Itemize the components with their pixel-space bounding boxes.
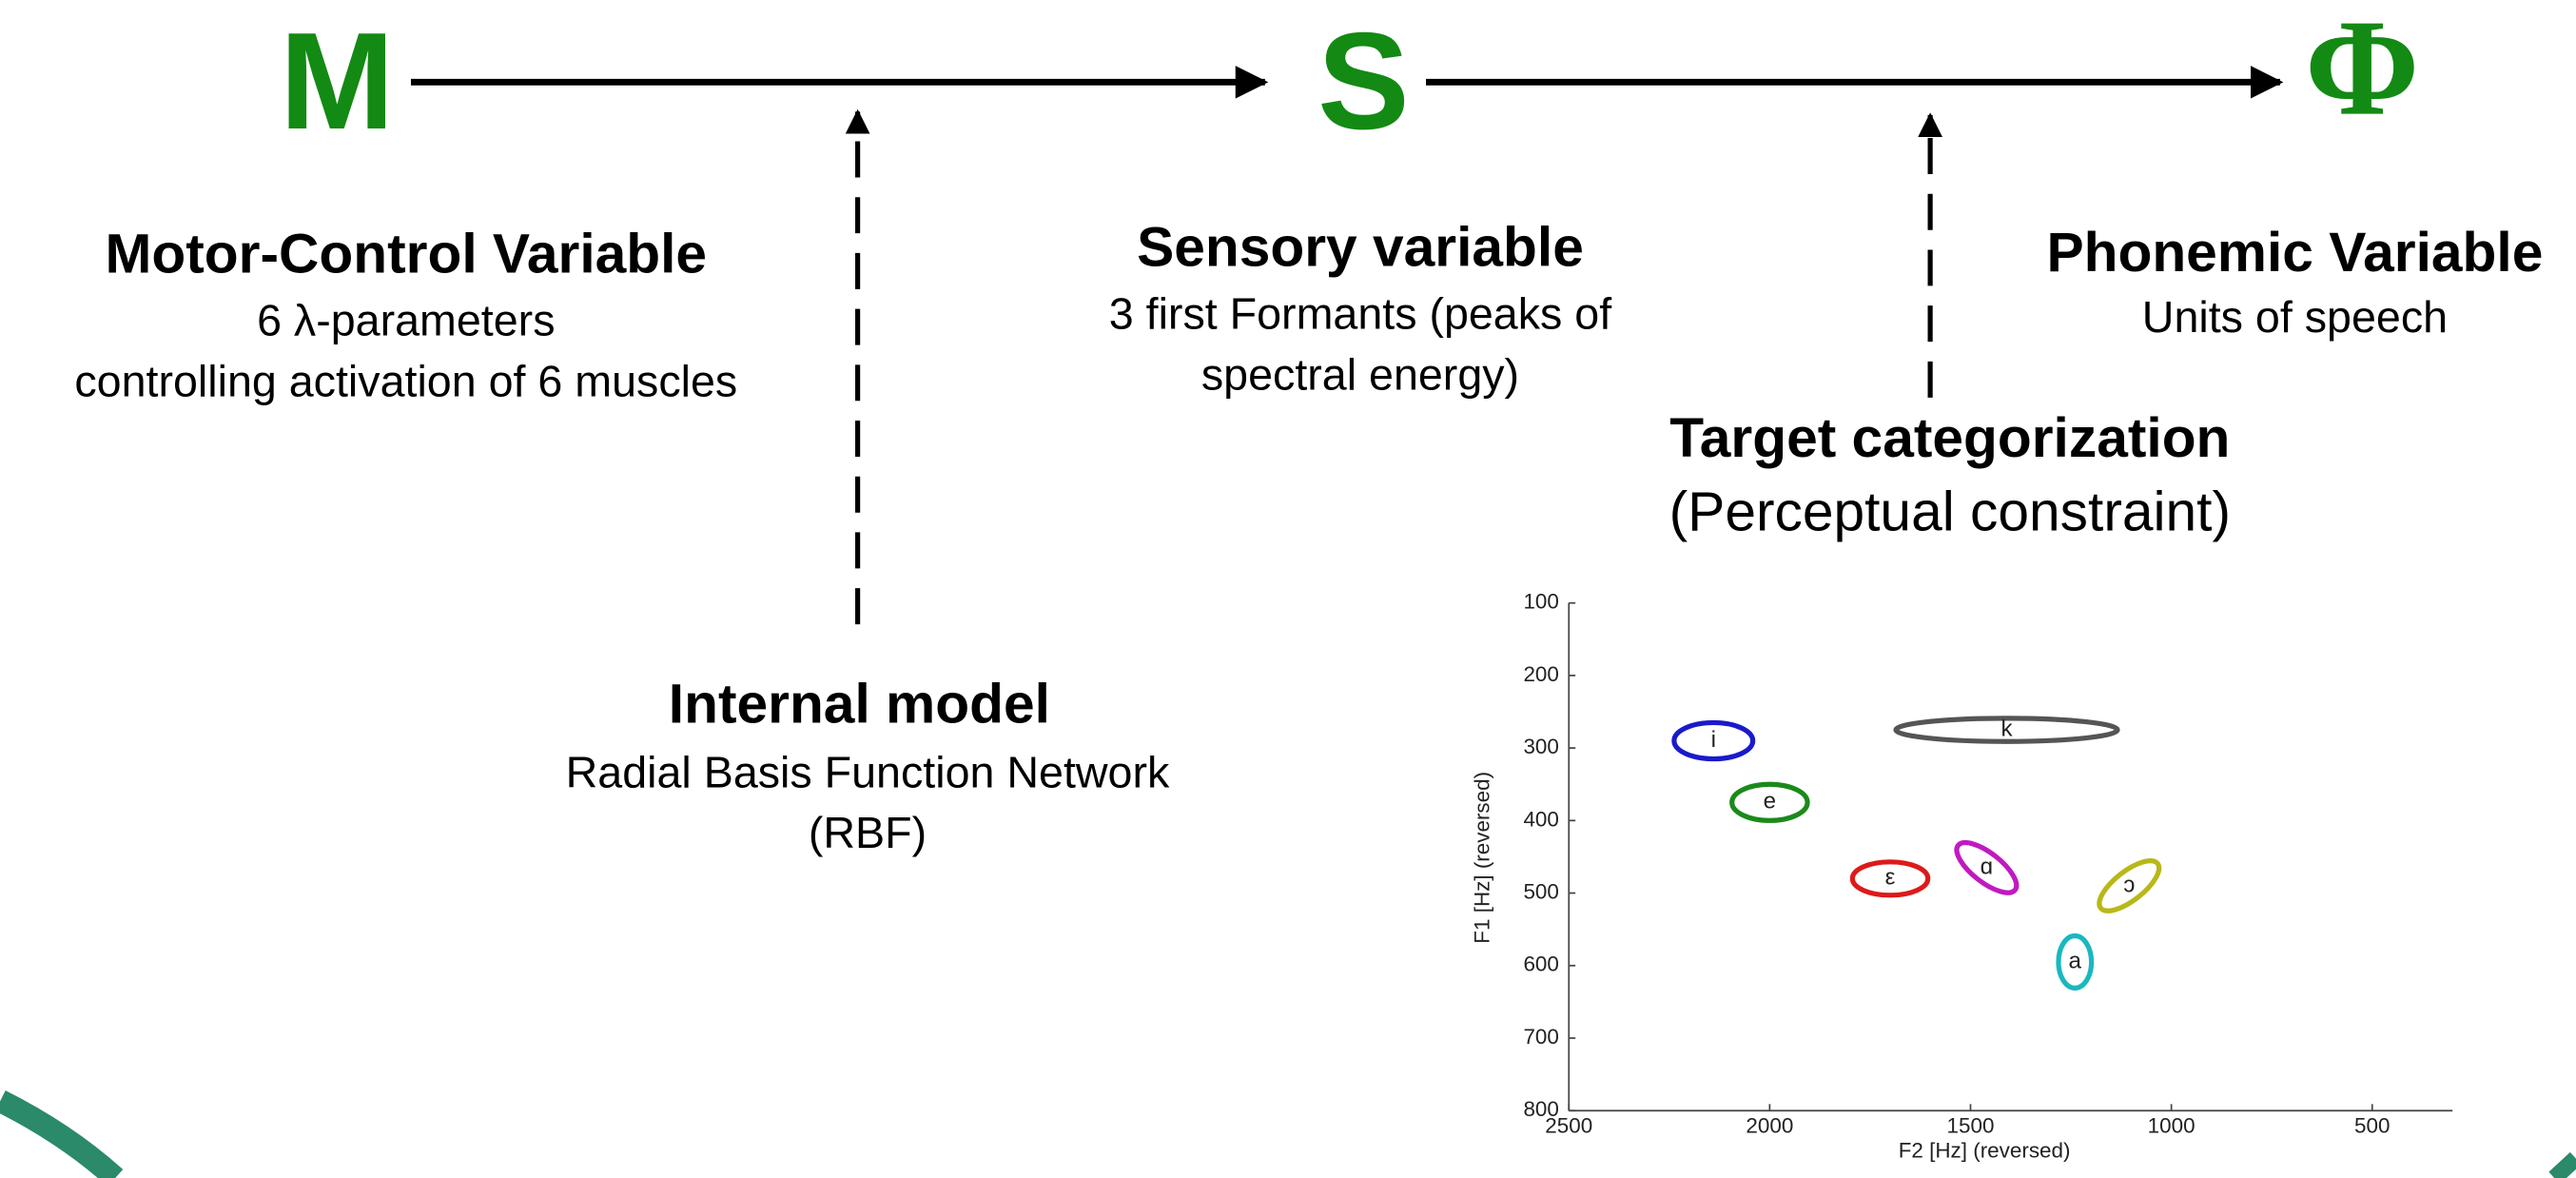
x-tick-label: 500 <box>2354 1113 2390 1137</box>
y-tick-label: 600 <box>1523 952 1558 976</box>
node-line: 3 first Formants (peaks of <box>1109 289 1612 339</box>
y-axis-label: F1 [Hz] (reversed) <box>1470 772 1493 944</box>
corner-decoration <box>0 1090 124 1178</box>
vowel-label: ɑ <box>1981 854 1993 879</box>
node-line: 6 λ-parameters <box>257 295 555 344</box>
y-tick-label: 300 <box>1523 735 1558 758</box>
x-tick-label: 2000 <box>1746 1113 1793 1137</box>
vowel-ellipse <box>1729 781 1810 823</box>
node-line: Units of speech <box>2142 292 2448 342</box>
vowel-ellipse <box>2097 858 2162 913</box>
node-title: Phonemic Variable <box>2046 222 2543 284</box>
node-symbol: M <box>280 4 395 158</box>
internal-model-title: Internal model <box>669 674 1050 736</box>
vowel-ellipse <box>1893 716 2120 744</box>
x-tick-label: 1500 <box>1947 1113 1995 1137</box>
vowel-label: ɔ <box>2123 872 2135 897</box>
vowel-label: k <box>2000 716 2013 741</box>
formant-chart: F2 [Hz] (reversed) F1 [Hz] (reversed) 25… <box>1470 590 2453 1162</box>
corner-decoration <box>2548 1151 2576 1178</box>
vowel-ellipse <box>1671 719 1756 762</box>
vowel-label: a <box>2069 948 2082 973</box>
y-tick-label: 500 <box>1523 879 1558 903</box>
x-tick-label: 1000 <box>2148 1113 2195 1137</box>
node-symbol: S <box>1317 4 1410 158</box>
vowel-ellipse <box>1954 839 2020 895</box>
y-tick-label: 700 <box>1523 1025 1558 1049</box>
internal-model-line: Radial Basis Function Network <box>566 747 1170 796</box>
vowel-label: i <box>1711 727 1716 753</box>
vowel-label: e <box>1764 789 1776 815</box>
y-tick-label: 800 <box>1523 1097 1558 1121</box>
y-tick-label: 200 <box>1523 662 1558 686</box>
internal-model-line: (RBF) <box>809 808 927 857</box>
node-line: controlling activation of 6 muscles <box>74 356 737 405</box>
x-tick-label: 2500 <box>1545 1113 1592 1137</box>
node-line: spectral energy) <box>1201 349 1519 399</box>
target-subtitle: (Perceptual constraint) <box>1669 481 2231 543</box>
node-title: Sensory variable <box>1137 217 1584 279</box>
node-title: Motor-Control Variable <box>106 224 708 285</box>
y-tick-label: 400 <box>1523 807 1558 831</box>
x-axis-label: F2 [Hz] (reversed) <box>1899 1138 2071 1162</box>
target-title: Target categorization <box>1669 407 2230 469</box>
node-symbol: Φ <box>2305 0 2419 145</box>
vowel-ellipse <box>1849 859 1931 898</box>
vowel-label: ε <box>1885 865 1896 891</box>
vowel-ellipse <box>2056 933 2095 991</box>
y-tick-label: 100 <box>1523 590 1558 614</box>
